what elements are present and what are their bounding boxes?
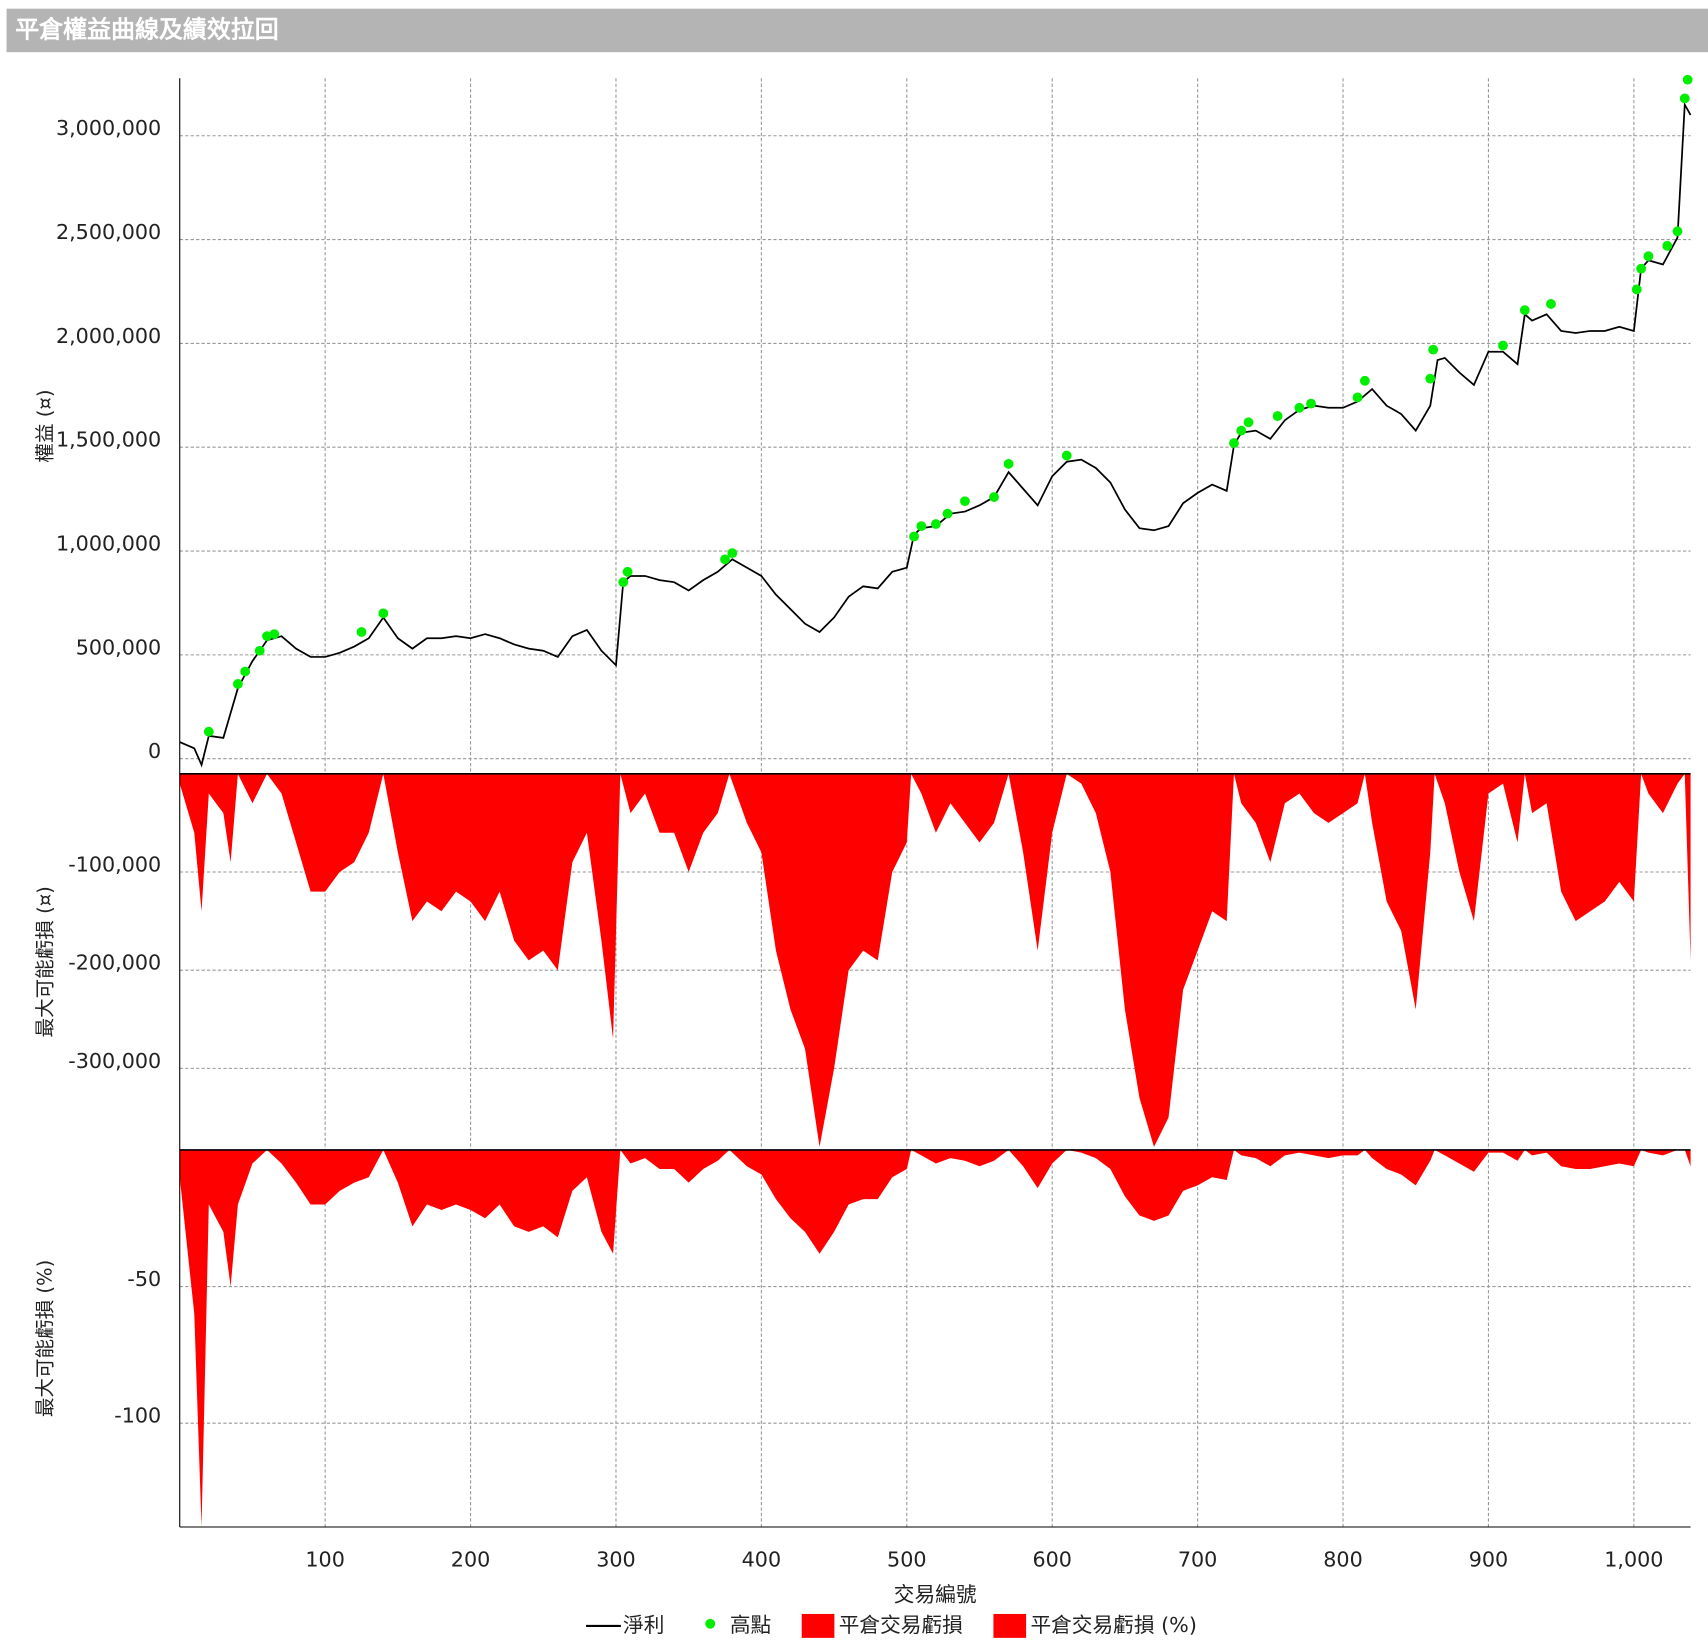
point <box>356 627 367 637</box>
x-tick-label: 900 <box>1469 1548 1508 1572</box>
x-tick-label: 600 <box>1032 1548 1071 1572</box>
point <box>1272 411 1283 421</box>
point <box>1643 251 1654 262</box>
y-tick-label: 1,500,000 <box>56 428 161 452</box>
legend-label: 高點 <box>730 1613 771 1637</box>
point <box>269 629 280 639</box>
x-tick-label: 300 <box>596 1548 635 1572</box>
y-tick-label: -100,000 <box>68 853 161 877</box>
y-tick-label: -300,000 <box>68 1049 161 1073</box>
point <box>1061 450 1072 461</box>
point <box>1546 299 1556 309</box>
point <box>930 519 941 529</box>
point <box>622 566 633 577</box>
point <box>1428 344 1439 355</box>
point <box>1425 373 1436 384</box>
point <box>727 548 738 559</box>
point <box>1636 263 1647 274</box>
y-tick-label: 1,000,000 <box>56 532 161 556</box>
point <box>909 531 919 542</box>
x-tick-label: 400 <box>742 1548 781 1572</box>
point <box>1359 375 1370 386</box>
point <box>254 645 265 656</box>
point <box>1682 74 1693 85</box>
x-axis-label: 交易編號 <box>894 1582 977 1606</box>
point <box>1306 398 1316 409</box>
y-tick-label: -100 <box>114 1404 161 1428</box>
point <box>1498 340 1508 351</box>
point <box>1294 402 1305 413</box>
legend-label: 平倉交易虧損 <box>839 1613 963 1637</box>
x-tick-label: 500 <box>887 1548 926 1572</box>
point <box>378 608 389 619</box>
legend-swatch <box>705 1618 716 1629</box>
y-tick-label: 2,500,000 <box>56 220 161 244</box>
point <box>618 577 629 588</box>
legend-swatch <box>801 1613 835 1638</box>
point <box>1519 305 1530 316</box>
y-axis-label: 權益 (¤) <box>33 390 56 463</box>
x-tick-label: 200 <box>451 1548 490 1572</box>
point <box>232 679 243 689</box>
area <box>179 1149 1691 1528</box>
y-axis-label: 最大可能虧損 (%) <box>33 1260 56 1417</box>
x-tick-label: 100 <box>305 1548 344 1572</box>
point <box>1243 417 1254 428</box>
point <box>1672 226 1683 237</box>
y-axis-label: 最大可能虧損 (¤) <box>33 886 56 1037</box>
point <box>203 726 214 737</box>
chart-title: 平倉權益曲線及績效拉回 <box>15 15 278 43</box>
point <box>1662 240 1673 251</box>
point <box>942 508 953 519</box>
y-tick-label: -50 <box>127 1267 161 1291</box>
point <box>1003 458 1014 469</box>
y-tick-label: 0 <box>148 739 161 763</box>
legend-label: 淨利 <box>623 1613 664 1637</box>
x-tick-label: 800 <box>1323 1548 1362 1572</box>
title-bar <box>6 8 1708 53</box>
point <box>1352 392 1363 403</box>
point <box>1229 438 1239 448</box>
x-tick-label: 1,000 <box>1604 1548 1663 1572</box>
y-tick-label: -200,000 <box>68 951 161 975</box>
legend-label: 平倉交易虧損 (%) <box>1030 1613 1196 1637</box>
y-tick-label: 500,000 <box>76 635 162 659</box>
y-tick-label: 2,000,000 <box>56 324 161 348</box>
point <box>1679 93 1690 104</box>
legend-swatch <box>993 1613 1027 1638</box>
point <box>989 492 999 502</box>
point <box>720 554 730 565</box>
area <box>179 773 1691 1147</box>
point <box>1236 425 1247 436</box>
point <box>916 521 927 532</box>
point <box>1631 284 1642 295</box>
point <box>240 666 251 677</box>
y-tick-label: 3,000,000 <box>56 116 161 140</box>
x-tick-label: 700 <box>1178 1548 1217 1572</box>
point <box>960 496 970 507</box>
